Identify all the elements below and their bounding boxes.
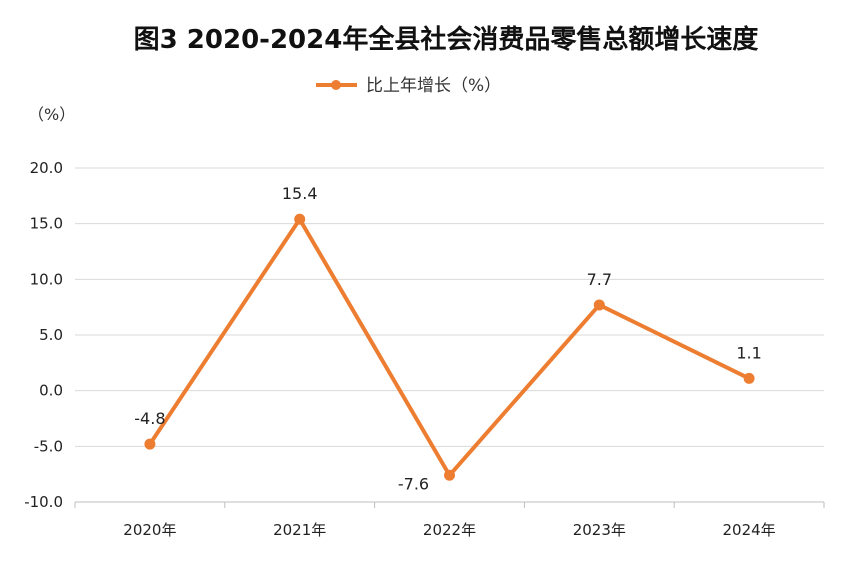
data-label: 1.1 <box>736 343 761 362</box>
x-axis: 2020年 2021年 2022年 2023年 2024年 <box>74 501 825 539</box>
y-tick-label: 15.0 <box>30 215 63 233</box>
y-axis-ticks: 20.0 15.0 10.0 5.0 0.0 -5.0 -10.0 <box>24 159 63 511</box>
data-label: 15.4 <box>282 184 318 203</box>
y-tick-label: -5.0 <box>34 437 63 455</box>
grid-lines <box>75 167 824 447</box>
chart-title: 图3 2020-2024年全县社会消费品零售总额增长速度 <box>134 24 759 55</box>
series-line-path <box>148 217 750 478</box>
x-tick-label: 2021年 <box>273 521 326 539</box>
data-labels: -4.8 15.4 -7.6 7.7 1.1 <box>134 184 762 493</box>
data-point <box>593 299 605 311</box>
x-tick-label: 2024年 <box>723 521 776 539</box>
legend: 比上年增长（%） <box>316 76 501 96</box>
legend-dot-marker <box>331 80 341 90</box>
y-tick-label: 10.0 <box>30 270 63 288</box>
y-axis-unit: （%） <box>28 105 75 124</box>
y-tick-label: 20.0 <box>30 159 63 177</box>
x-tick-label: 2020年 <box>123 521 176 539</box>
x-tick-label: 2022年 <box>423 521 476 539</box>
data-point <box>294 213 306 225</box>
data-point <box>444 469 455 481</box>
data-label: -4.8 <box>134 409 165 428</box>
y-tick-label: -10.0 <box>24 493 63 511</box>
data-label: 7.7 <box>587 270 612 289</box>
data-point <box>144 438 156 450</box>
y-tick-label: 5.0 <box>39 326 63 344</box>
series-line <box>144 213 755 481</box>
data-label: -7.6 <box>398 474 429 493</box>
y-tick-label: 0.0 <box>39 382 63 400</box>
legend-label: 比上年增长（%） <box>366 76 501 96</box>
data-point <box>743 372 755 384</box>
x-tick-label: 2023年 <box>573 521 626 539</box>
